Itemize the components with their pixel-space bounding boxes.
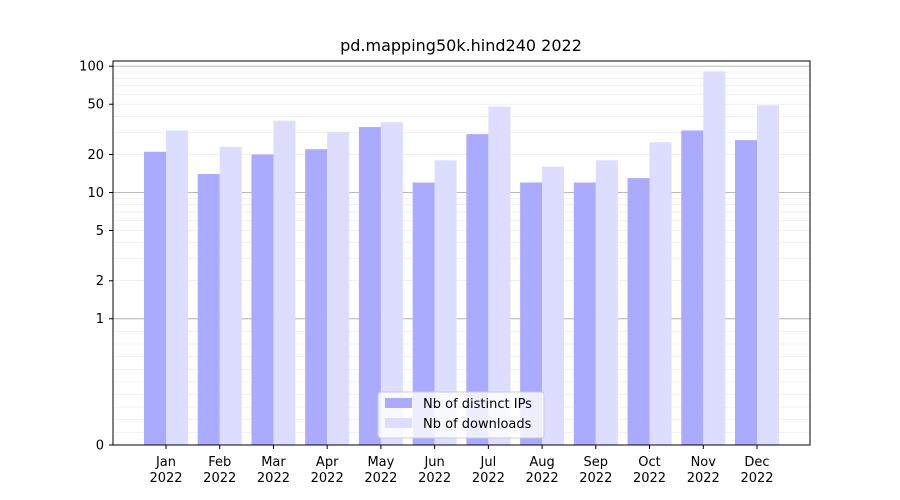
x-tick-label-year: 2022 <box>472 471 505 486</box>
bar-downloads <box>380 122 403 445</box>
bar-distinct-ips <box>520 182 543 445</box>
x-tick-label-year: 2022 <box>526 471 559 486</box>
bar-downloads <box>757 105 779 445</box>
x-tick-label-year: 2022 <box>633 471 666 486</box>
y-tick-label: 5 <box>96 224 104 239</box>
legend-swatch <box>385 418 412 428</box>
x-tick-label-month: Oct <box>638 455 660 470</box>
bar-distinct-ips <box>466 134 489 446</box>
bar-downloads <box>166 130 188 445</box>
bar-downloads <box>219 146 242 445</box>
legend-label: Nb of distinct IPs <box>423 397 532 412</box>
bar-downloads <box>273 120 296 446</box>
legend-label: Nb of downloads <box>423 417 532 432</box>
bar-distinct-ips <box>627 178 650 446</box>
bar-distinct-ips <box>197 174 220 445</box>
y-axis: 0 1 2 5 10 20 50 100 <box>79 60 113 454</box>
bar-distinct-ips <box>412 182 435 445</box>
bar-downloads <box>649 142 672 445</box>
x-tick-label-month: Feb <box>208 455 231 470</box>
x-tick-label-month: Jul <box>480 455 497 470</box>
x-tick-label-month: May <box>367 455 394 470</box>
x-tick-label-month: Mar <box>261 455 286 470</box>
x-axis: Jan2022Feb2022Mar2022Apr2022May2022Jun20… <box>149 445 774 486</box>
plot-frame <box>112 60 811 446</box>
x-tick-label-year: 2022 <box>579 471 612 486</box>
x-tick-label-year: 2022 <box>203 471 236 486</box>
x-tick-label-month: Jan <box>155 455 176 470</box>
x-tick-label-year: 2022 <box>149 471 182 486</box>
legend-swatch <box>385 398 412 408</box>
bar-distinct-ips <box>573 182 596 445</box>
y-tick-label: 20 <box>87 148 104 163</box>
bar-downloads <box>595 160 618 446</box>
x-tick-label-year: 2022 <box>257 471 290 486</box>
y-tick-label: 10 <box>87 186 104 201</box>
bar-downloads <box>542 166 565 445</box>
legend-box <box>377 391 545 439</box>
x-tick-label-year: 2022 <box>311 471 344 486</box>
y-tick-label: 0 <box>96 439 104 454</box>
x-tick-label-year: 2022 <box>418 471 451 486</box>
bar-distinct-ips <box>305 149 328 445</box>
x-tick-label-month: Apr <box>316 455 339 470</box>
chart-title: pd.mapping50k.hind240 2022 <box>340 36 582 55</box>
bar-distinct-ips <box>681 130 704 445</box>
y-tick-label: 2 <box>96 274 104 289</box>
x-tick-label-year: 2022 <box>740 471 773 486</box>
legend: Nb of distinct IPs Nb of downloads <box>377 391 545 439</box>
bar-downloads <box>434 160 457 446</box>
x-tick-label-year: 2022 <box>687 471 720 486</box>
bars <box>144 71 779 446</box>
bar-downloads <box>327 132 350 445</box>
bar-distinct-ips <box>251 154 274 445</box>
bar-distinct-ips <box>358 127 381 445</box>
x-tick-label-month: Sep <box>584 455 609 470</box>
bar-downloads <box>703 71 726 445</box>
x-tick-label-month: Nov <box>691 455 717 470</box>
y-tick-label: 50 <box>87 98 104 113</box>
x-tick-label-month: Dec <box>744 455 769 470</box>
y-tick-label: 100 <box>79 60 104 75</box>
x-tick-label-month: Aug <box>529 455 554 470</box>
bar-distinct-ips <box>144 151 166 445</box>
bar-distinct-ips <box>735 140 757 445</box>
y-tick-label: 1 <box>96 312 104 327</box>
x-tick-label-month: Jun <box>423 455 444 470</box>
x-tick-label-year: 2022 <box>364 471 397 486</box>
bar-downloads <box>488 106 511 445</box>
